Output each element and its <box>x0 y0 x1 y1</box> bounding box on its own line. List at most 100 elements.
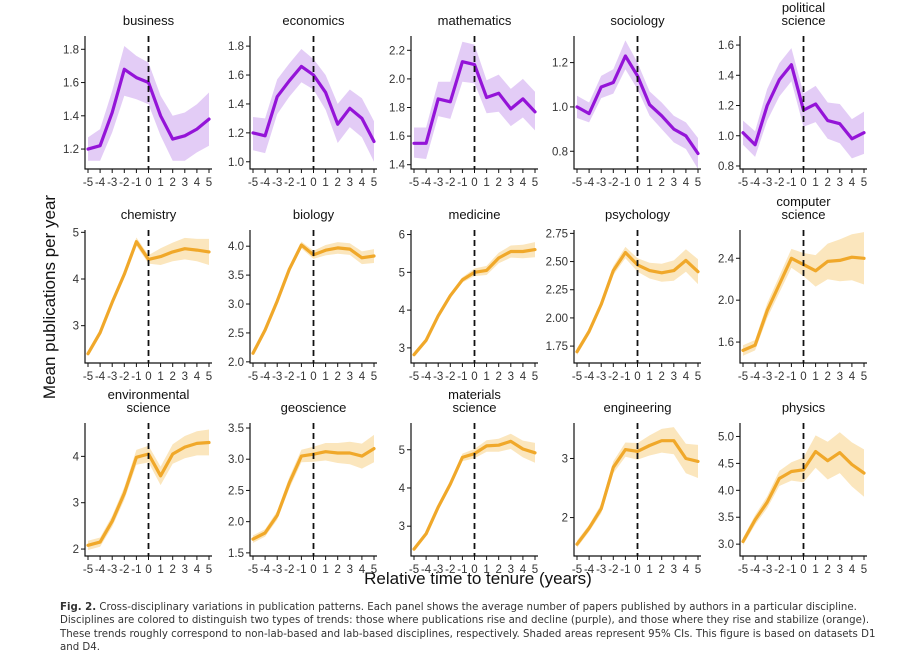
x-tick-label: -4 <box>750 371 761 383</box>
x-tick-label: 1 <box>812 564 818 576</box>
y-tick-label: 1.0 <box>718 131 734 143</box>
panel-title: economics <box>282 13 345 28</box>
y-tick-label: 2.00 <box>546 313 568 325</box>
x-tick-label: 3 <box>837 371 843 383</box>
x-tick-label: 3 <box>837 564 843 576</box>
x-tick-label: -1 <box>457 371 467 383</box>
x-tick-label: -2 <box>119 564 129 576</box>
y-tick-label: 3.0 <box>718 539 734 551</box>
data-point <box>850 256 854 259</box>
x-tick-label: -5 <box>83 371 93 383</box>
ci-band <box>414 242 535 357</box>
x-tick-label: 3 <box>347 371 353 383</box>
x-tick-label: 3 <box>347 177 353 189</box>
x-tick-label: -4 <box>750 564 761 576</box>
panel-title: medicine <box>448 207 500 222</box>
x-tick-label: 0 <box>471 371 477 383</box>
data-point <box>533 248 537 251</box>
x-tick-label: -2 <box>284 564 294 576</box>
data-point <box>276 95 279 98</box>
x-tick-label: -1 <box>131 371 141 383</box>
data-point <box>672 269 675 272</box>
x-tick-label: 4 <box>194 177 201 189</box>
data-point <box>424 532 428 536</box>
data-point <box>587 330 591 333</box>
x-tick-label: -4 <box>260 564 271 576</box>
y-tick-label: 2.0 <box>228 517 244 529</box>
data-point <box>251 351 255 355</box>
x-tick-label: -5 <box>572 177 582 189</box>
y-tick-label: 1.6 <box>228 70 244 82</box>
x-tick-label: -3 <box>272 371 282 383</box>
data-point <box>171 250 174 254</box>
x-tick-label: -2 <box>445 177 455 189</box>
data-point <box>195 248 199 252</box>
data-point <box>497 256 500 260</box>
x-tick-label: 0 <box>471 177 477 189</box>
data-point <box>424 339 428 342</box>
panel-title: science <box>781 207 825 222</box>
x-tick-label: -5 <box>409 564 419 576</box>
ci-band <box>743 432 864 546</box>
data-point <box>300 454 303 458</box>
panel-title: environmental <box>108 387 190 402</box>
data-point <box>672 439 675 442</box>
x-tick-label: 5 <box>695 564 701 576</box>
x-tick-label: 2 <box>658 564 664 576</box>
ci-band <box>743 48 864 159</box>
data-point <box>575 542 579 546</box>
y-tick-label: 2.5 <box>228 485 244 497</box>
y-tick-label: 2.5 <box>228 328 244 340</box>
x-tick-label: 5 <box>206 177 212 189</box>
x-tick-label: 5 <box>371 371 377 383</box>
y-tick-label: 2.75 <box>546 228 568 240</box>
x-tick-label: -3 <box>433 371 443 383</box>
data-point <box>336 246 339 250</box>
data-point <box>778 78 781 82</box>
data-point <box>624 54 627 58</box>
y-tick-label: 5.0 <box>718 431 734 443</box>
panel-title: science <box>781 13 825 28</box>
data-point <box>147 258 150 261</box>
data-point <box>135 240 138 243</box>
x-tick-label: 3 <box>671 177 677 189</box>
x-tick-label: -4 <box>421 371 432 383</box>
x-tick-label: -1 <box>786 564 796 576</box>
data-point <box>766 104 769 107</box>
x-tick-label: -3 <box>433 564 443 576</box>
data-point <box>251 131 255 135</box>
data-point <box>111 520 114 523</box>
y-tick-label: 4 <box>399 483 406 495</box>
data-point <box>372 254 376 258</box>
x-tick-label: 5 <box>532 177 538 189</box>
data-point <box>509 440 512 443</box>
y-tick-label: 4.0 <box>228 241 244 253</box>
x-tick-label: -3 <box>107 564 117 576</box>
y-tick-label: 2.0 <box>389 74 405 86</box>
x-tick-label: 3 <box>671 371 677 383</box>
x-tick-label: 0 <box>634 177 640 189</box>
y-tick-label: 1.4 <box>718 70 735 82</box>
y-tick-label: 0.8 <box>552 146 568 158</box>
data-point <box>485 96 488 99</box>
data-point <box>449 100 452 103</box>
y-tick-label: 3 <box>399 521 405 533</box>
x-tick-label: 2 <box>169 564 175 576</box>
y-tick-label: 4 <box>73 451 80 463</box>
data-point <box>660 114 663 118</box>
data-point <box>98 144 102 147</box>
x-tick-label: 1 <box>322 177 328 189</box>
panel-sociology: sociology 0.8 1.0 1.2 -5 -4 -3 -2 -1 0 1 2 3 4 5 <box>552 13 701 189</box>
x-tick-label: -4 <box>421 177 432 189</box>
ci-band <box>253 49 374 162</box>
y-tick-label: 1.6 <box>718 337 734 349</box>
data-point <box>276 514 279 517</box>
panel-title: psychology <box>605 207 671 222</box>
data-point <box>648 444 651 447</box>
x-tick-label: -5 <box>572 371 582 383</box>
y-tick-label: 1.8 <box>389 103 405 115</box>
data-point <box>412 142 416 145</box>
y-tick-label: 4 <box>73 274 80 286</box>
